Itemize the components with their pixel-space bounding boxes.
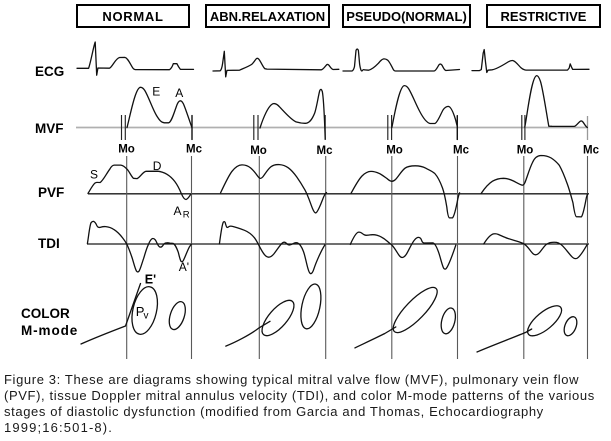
svg-text:D: D (153, 159, 162, 173)
svg-text:A': A' (179, 260, 189, 274)
svg-text:E': E' (145, 273, 156, 287)
svg-text:NORMAL: NORMAL (102, 9, 163, 24)
svg-text:M-mode: M-mode (21, 323, 78, 338)
svg-text:Mo: Mo (517, 145, 534, 157)
svg-text:Mo: Mo (118, 144, 135, 156)
svg-text:E: E (152, 85, 160, 99)
svg-text:P: P (136, 304, 145, 319)
svg-text:Mc: Mc (453, 145, 470, 157)
svg-text:TDI: TDI (38, 236, 60, 251)
svg-text:PVF: PVF (38, 185, 64, 200)
svg-text:A: A (175, 86, 183, 100)
svg-text:RESTRICTIVE: RESTRICTIVE (501, 9, 587, 24)
svg-text:ABN.RELAXATION: ABN.RELAXATION (210, 9, 325, 24)
svg-text:Mo: Mo (250, 145, 267, 157)
svg-text:Mc: Mc (186, 144, 203, 156)
svg-text:Mc: Mc (317, 145, 334, 157)
svg-text:v: v (144, 311, 149, 322)
svg-text:MVF: MVF (35, 121, 64, 136)
svg-text:A: A (174, 204, 182, 218)
svg-text:S: S (90, 168, 98, 182)
svg-text:ECG: ECG (35, 64, 64, 79)
svg-text:R: R (183, 210, 190, 221)
svg-text:COLOR: COLOR (21, 306, 70, 321)
svg-text:PSEUDO(NORMAL): PSEUDO(NORMAL) (346, 9, 467, 24)
svg-text:Mc: Mc (583, 145, 600, 157)
svg-text:Mo: Mo (386, 145, 403, 157)
